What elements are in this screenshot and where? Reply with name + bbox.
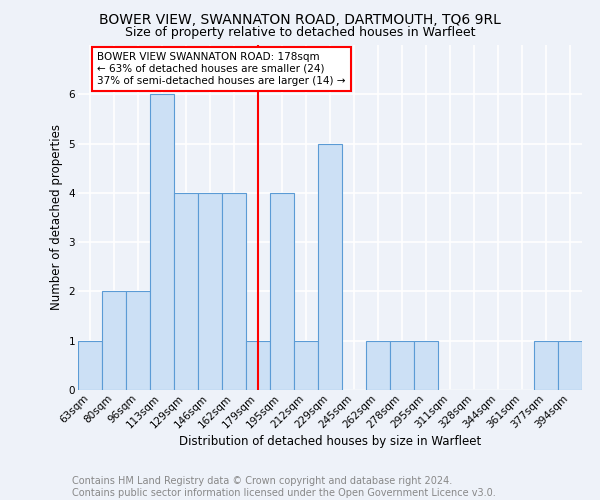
Text: BOWER VIEW, SWANNATON ROAD, DARTMOUTH, TQ6 9RL: BOWER VIEW, SWANNATON ROAD, DARTMOUTH, T… [99, 12, 501, 26]
Bar [126, 292, 150, 390]
Bar [150, 94, 174, 390]
Bar [414, 340, 438, 390]
Bar [222, 193, 246, 390]
Bar [102, 292, 126, 390]
Text: BOWER VIEW SWANNATON ROAD: 178sqm
← 63% of detached houses are smaller (24)
37% : BOWER VIEW SWANNATON ROAD: 178sqm ← 63% … [97, 52, 346, 86]
Bar [270, 193, 294, 390]
Bar [390, 340, 414, 390]
Bar [78, 340, 102, 390]
Bar [318, 144, 342, 390]
Text: Size of property relative to detached houses in Warfleet: Size of property relative to detached ho… [125, 26, 475, 39]
Bar [294, 340, 318, 390]
Bar [246, 340, 270, 390]
Bar [558, 340, 582, 390]
Bar [366, 340, 390, 390]
Text: Contains HM Land Registry data © Crown copyright and database right 2024.
Contai: Contains HM Land Registry data © Crown c… [72, 476, 496, 498]
Bar [174, 193, 198, 390]
Bar [198, 193, 222, 390]
X-axis label: Distribution of detached houses by size in Warfleet: Distribution of detached houses by size … [179, 435, 481, 448]
Bar [534, 340, 558, 390]
Y-axis label: Number of detached properties: Number of detached properties [50, 124, 63, 310]
